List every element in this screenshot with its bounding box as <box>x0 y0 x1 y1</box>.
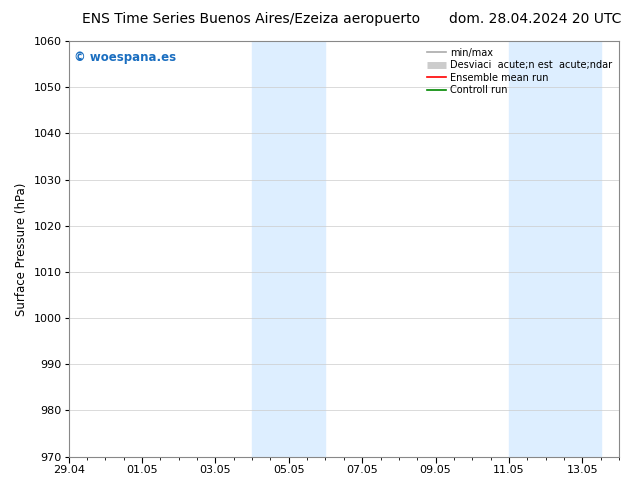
Text: dom. 28.04.2024 20 UTC: dom. 28.04.2024 20 UTC <box>449 12 621 26</box>
Text: ENS Time Series Buenos Aires/Ezeiza aeropuerto: ENS Time Series Buenos Aires/Ezeiza aero… <box>82 12 420 26</box>
Bar <box>509 41 600 457</box>
Bar <box>252 41 325 457</box>
Y-axis label: Surface Pressure (hPa): Surface Pressure (hPa) <box>15 182 28 316</box>
Text: © woespana.es: © woespana.es <box>74 51 176 65</box>
Legend: min/max, Desviaci  acute;n est  acute;ndar, Ensemble mean run, Controll run: min/max, Desviaci acute;n est acute;ndar… <box>425 46 614 97</box>
